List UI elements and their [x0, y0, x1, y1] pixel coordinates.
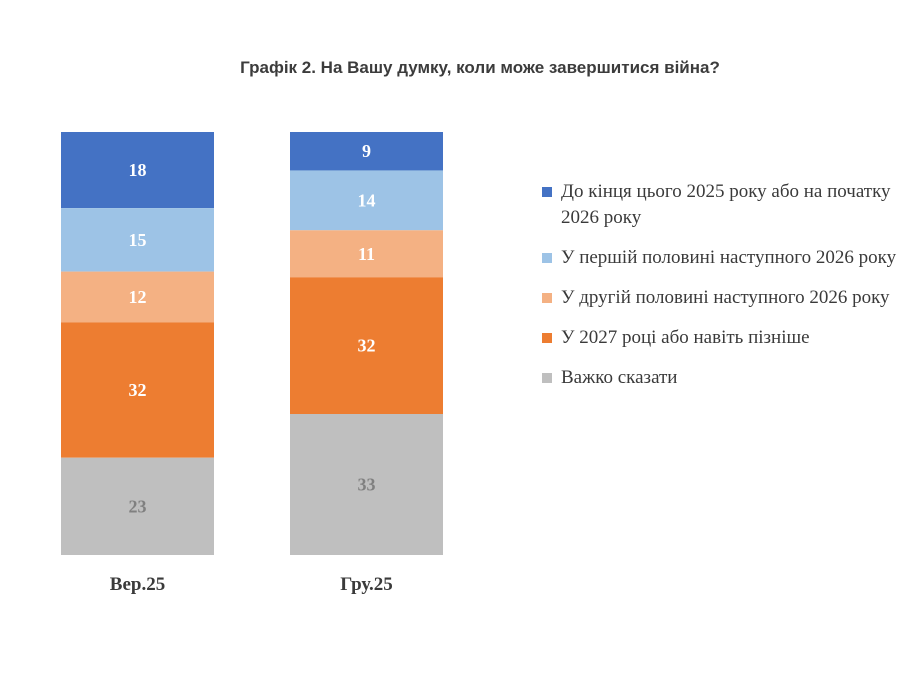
- bar-segment: [61, 132, 214, 209]
- bar-segment: [290, 230, 443, 278]
- legend-label: У першій половині наступного 2026 року: [561, 247, 897, 268]
- bar-segment: [61, 457, 214, 555]
- data-label: 33: [358, 475, 376, 495]
- chart-title: Графік 2. На Вашу думку, коли може завер…: [240, 58, 720, 77]
- bar-segment: [290, 277, 443, 414]
- data-label: 11: [358, 244, 375, 264]
- bar-segment: [290, 414, 443, 555]
- category-label: Вер.25: [110, 574, 165, 595]
- legend-label: До кінця цього 2025 року або на початку …: [561, 181, 891, 228]
- legend-item: До кінця цього 2025 року або на початку …: [542, 179, 902, 231]
- legend-swatch: [542, 293, 552, 303]
- legend-swatch: [542, 187, 552, 197]
- bar-segment: [290, 132, 443, 171]
- data-label: 15: [129, 230, 147, 250]
- data-label: 9: [362, 141, 371, 161]
- bar-segment: [61, 322, 214, 458]
- legend-item: У другій половині наступного 2026 року: [542, 285, 902, 311]
- data-label: 14: [358, 190, 376, 210]
- data-label: 23: [129, 496, 147, 516]
- stacked-bar-chart: 18 15 12 32 23 Вер.25 9 14 11 32 33 Гру.25: [61, 132, 443, 595]
- data-label: 32: [129, 380, 147, 400]
- legend-item: Важко сказати: [542, 365, 902, 391]
- legend-label: У другій половині наступного 2026 року: [561, 287, 890, 308]
- legend-label: У 2027 році або навіть пізніше: [561, 327, 810, 348]
- data-label: 12: [129, 287, 147, 307]
- chart-legend: До кінця цього 2025 року або на початку …: [542, 179, 902, 405]
- bar-segment: [290, 170, 443, 231]
- category-label: Гру.25: [340, 574, 393, 595]
- data-label: 18: [129, 160, 147, 180]
- data-label: 32: [358, 336, 376, 356]
- legend-item: У першій половині наступного 2026 року: [542, 245, 902, 271]
- legend-swatch: [542, 333, 552, 343]
- legend-label: Важко сказати: [561, 367, 678, 388]
- legend-swatch: [542, 253, 552, 263]
- legend-swatch: [542, 373, 552, 383]
- bar-segment: [61, 271, 214, 323]
- legend-item: У 2027 році або навіть пізніше: [542, 325, 902, 351]
- bar-segment: [61, 208, 214, 272]
